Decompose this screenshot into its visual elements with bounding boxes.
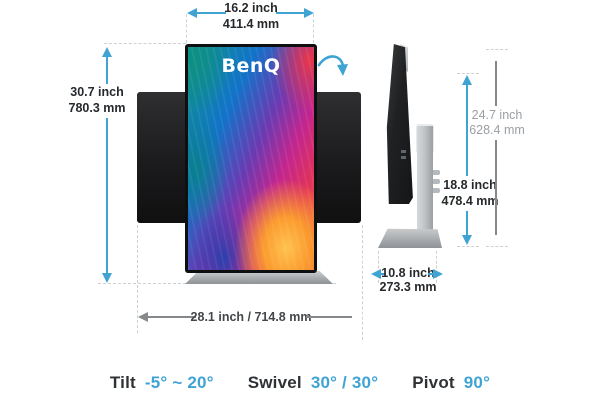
pivot-label: Pivot — [412, 373, 455, 392]
depth-arrow-line — [381, 273, 386, 275]
total-height-mm: 628.4 mm — [469, 123, 525, 137]
stand-base-front — [185, 271, 333, 284]
side-view-stand-column — [417, 126, 433, 230]
top-width-mm: 411.4 mm — [222, 17, 280, 31]
pivot-spec: Pivot 90° — [412, 373, 490, 393]
guide-dash — [486, 49, 508, 50]
bottom-width-value: 28.1 inch / 714.8 mm — [190, 310, 312, 324]
adjustment-specs-row: Tilt -5° ~ 20° Swivel 30° / 30° Pivot 90… — [0, 373, 600, 393]
bottom-width-arrow-line — [148, 316, 196, 318]
stand-height-arrow-line — [466, 85, 468, 176]
arrowhead-down-icon — [462, 235, 472, 245]
guide-dash — [186, 14, 187, 43]
depth-mm: 273.3 mm — [379, 280, 437, 294]
guide-dash — [436, 251, 437, 283]
top-width-arrow-line — [197, 12, 226, 14]
swivel-label: Swivel — [247, 373, 302, 392]
left-height-mm: 780.3 mm — [68, 101, 126, 115]
cable-hook-tab — [433, 179, 440, 184]
bottom-width-arrow-line — [306, 316, 352, 318]
total-height-arrow-line — [495, 140, 497, 235]
top-width-inch: 16.2 inch — [224, 1, 278, 15]
depth-inch: 10.8 inch — [381, 266, 435, 280]
arrowhead-right-icon — [304, 8, 314, 18]
arrowhead-right-icon — [433, 269, 443, 279]
left-height-arrow-line — [106, 57, 108, 84]
pivot-value: 90° — [463, 373, 491, 392]
guide-dash — [486, 246, 508, 247]
swivel-value: 30° / 30° — [310, 373, 379, 392]
stand-height-arrow-line — [466, 211, 468, 235]
top-width-arrow-line — [276, 12, 304, 14]
rotation-arrow-icon — [317, 55, 348, 76]
side-port — [401, 150, 406, 153]
guide-dash — [313, 14, 314, 43]
screen-texture — [188, 47, 314, 270]
monitor-screen-artwork: BenQ — [188, 47, 314, 270]
stand-height-inch: 18.8 inch — [443, 178, 497, 192]
stand-height-mm: 478.4 mm — [441, 194, 499, 208]
benq-logo: BenQ — [221, 55, 281, 77]
side-view-panel — [386, 44, 413, 204]
tilt-label: Tilt — [109, 373, 136, 392]
left-height-arrow-line — [106, 118, 108, 273]
cable-hook-tab — [433, 170, 440, 175]
tilt-spec: Tilt -5° ~ 20° — [110, 373, 214, 393]
arrowhead-up-icon — [102, 47, 112, 57]
left-height-inch: 30.7 inch — [70, 85, 124, 99]
arrowhead-left-icon — [371, 269, 381, 279]
total-height-inch: 24.7 inch — [471, 108, 523, 122]
guide-dash — [362, 225, 363, 340]
side-port — [401, 156, 406, 159]
guide-dash — [457, 73, 479, 74]
arrowhead-left-icon — [187, 8, 197, 18]
swivel-spec: Swivel 30° / 30° — [248, 373, 379, 393]
depth-arrow-line — [428, 273, 433, 275]
guide-dash — [137, 225, 138, 333]
guide-dash — [104, 43, 186, 44]
arrowhead-up-icon — [462, 75, 472, 85]
total-height-arrow-line — [495, 61, 497, 106]
cable-hook-tab — [433, 188, 440, 193]
arrowhead-down-icon — [102, 273, 112, 283]
tilt-value: -5° ~ 20° — [144, 373, 214, 392]
guide-dash — [378, 251, 379, 283]
portrait-monitor: BenQ — [185, 44, 317, 273]
guide-dash — [457, 246, 479, 247]
stand-base-side — [378, 228, 442, 248]
arrowhead-left-icon — [138, 312, 148, 322]
